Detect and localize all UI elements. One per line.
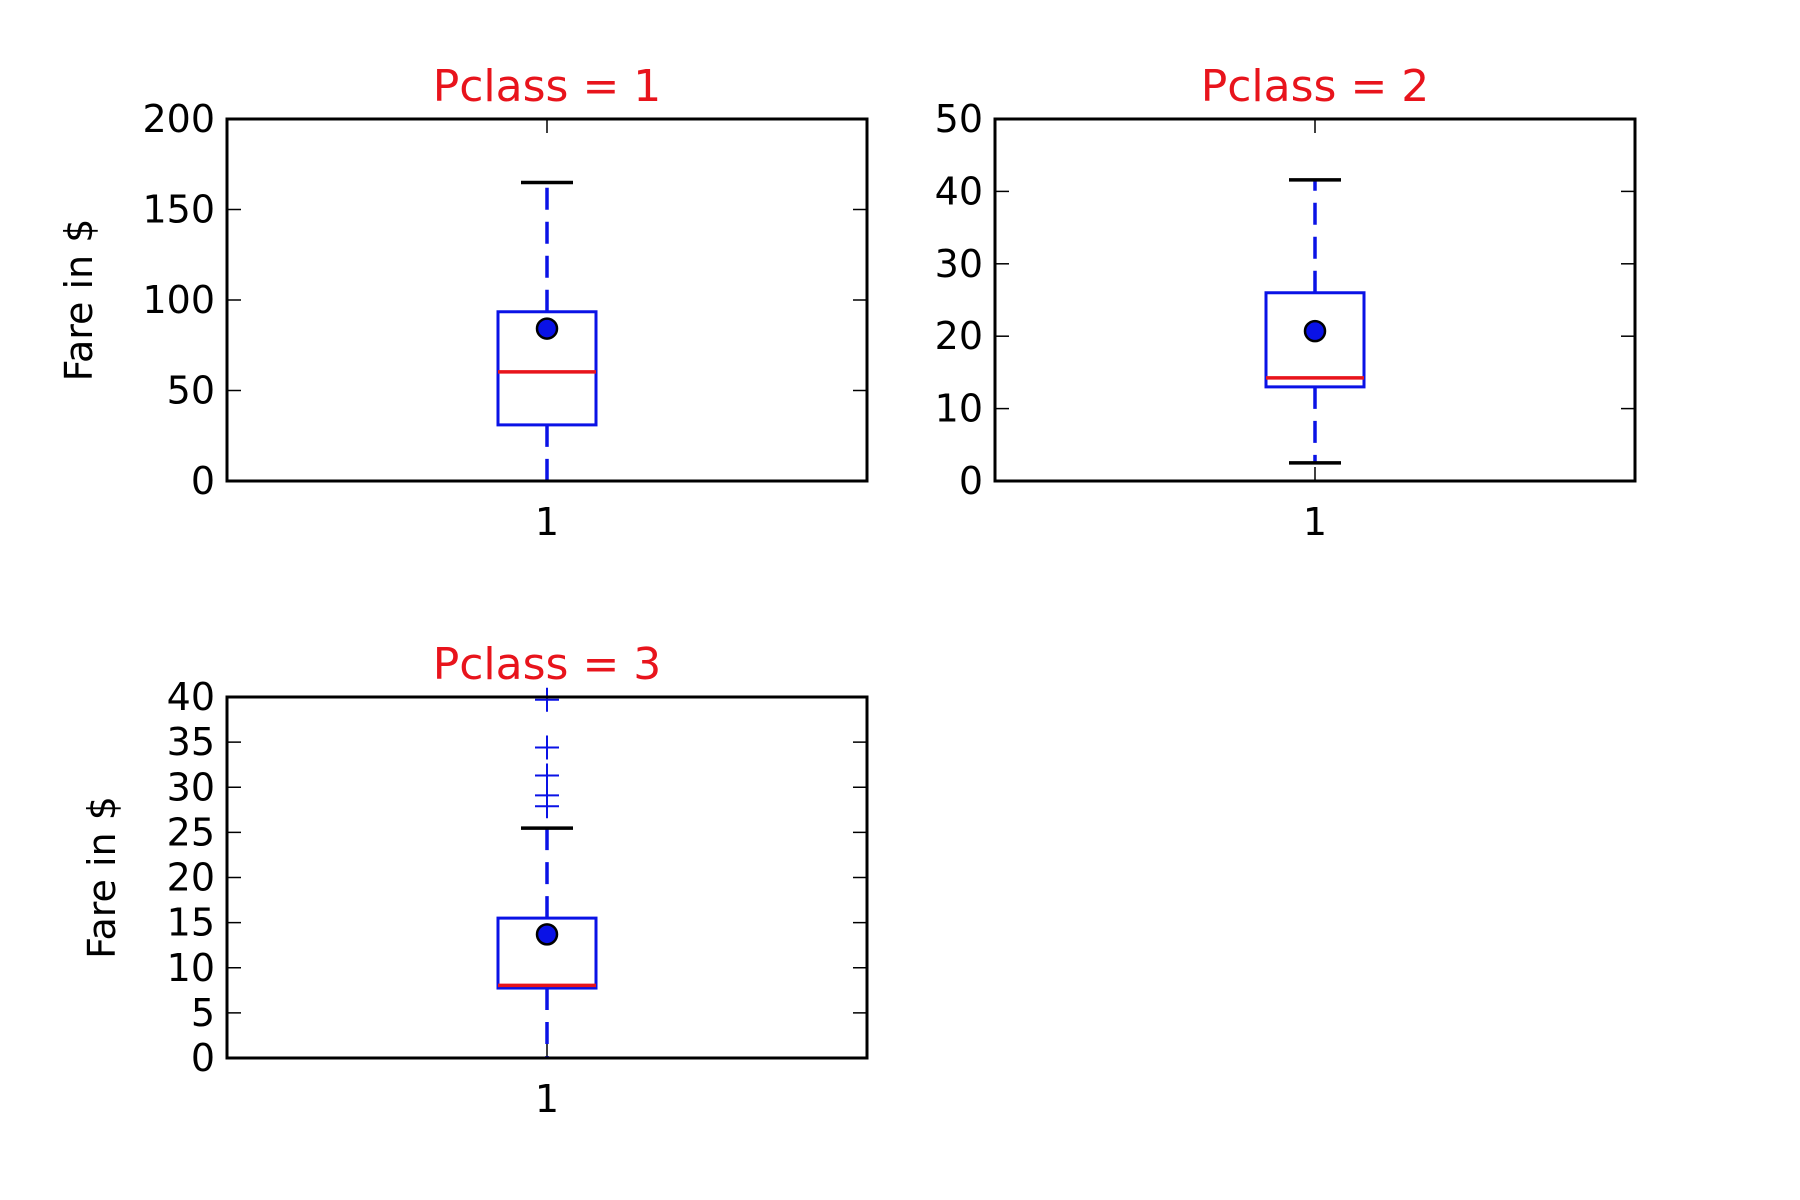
y-tick-label: 20	[935, 314, 983, 358]
x-tick-label: 1	[535, 500, 559, 544]
x-tick-label: 1	[1303, 500, 1327, 544]
y-tick-label: 5	[191, 991, 215, 1035]
axes-frame	[993, 117, 1637, 483]
mean-marker	[1303, 319, 1327, 343]
outlier-marker	[535, 687, 559, 712]
y-tick-label: 35	[167, 720, 215, 764]
y-tick-label: 40	[935, 169, 983, 213]
y-tick-label: 25	[167, 810, 215, 854]
y-tick-label: 20	[167, 856, 215, 900]
chart-title: Pclass = 2	[1201, 61, 1430, 112]
y-tick-label: 50	[935, 97, 983, 141]
box-iqr	[1264, 291, 1366, 389]
mean-marker	[535, 923, 559, 946]
y-tick-label: 150	[142, 188, 215, 232]
chart-title: Pclass = 3	[433, 639, 662, 690]
y-tick-label: 50	[167, 369, 215, 413]
y-tick-label: 10	[167, 946, 215, 990]
chart-title: Pclass = 1	[433, 61, 662, 112]
y-tick-label: 0	[191, 1036, 215, 1080]
y-tick-label: 0	[959, 459, 983, 503]
y-axis-label: Fare in $	[80, 796, 124, 959]
y-axis-label: Fare in $	[57, 219, 101, 382]
outlier-marker	[535, 735, 559, 760]
box-iqr	[496, 310, 598, 427]
y-tick-label: 10	[935, 387, 983, 431]
y-tick-label: 200	[142, 97, 215, 141]
box-iqr	[496, 916, 598, 990]
outlier-marker	[535, 763, 559, 788]
axes-frame	[225, 695, 869, 1060]
x-tick-label: 1	[535, 1077, 559, 1121]
y-tick-label: 30	[167, 765, 215, 809]
y-tick-label: 100	[142, 278, 215, 322]
subplot-pclass-1: Pclass = 1 0 50 100 150 200 1 Fare in $	[57, 61, 869, 544]
y-tick-label: 40	[167, 675, 215, 719]
y-tick-label: 0	[191, 459, 215, 503]
y-tick-label: 30	[935, 242, 983, 286]
mean-marker	[535, 317, 559, 340]
axes-frame	[225, 117, 869, 483]
y-tick-label: 15	[167, 901, 215, 945]
subplot-pclass-2: Pclass = 2 0 10 20 30 40 50 1	[935, 61, 1637, 544]
